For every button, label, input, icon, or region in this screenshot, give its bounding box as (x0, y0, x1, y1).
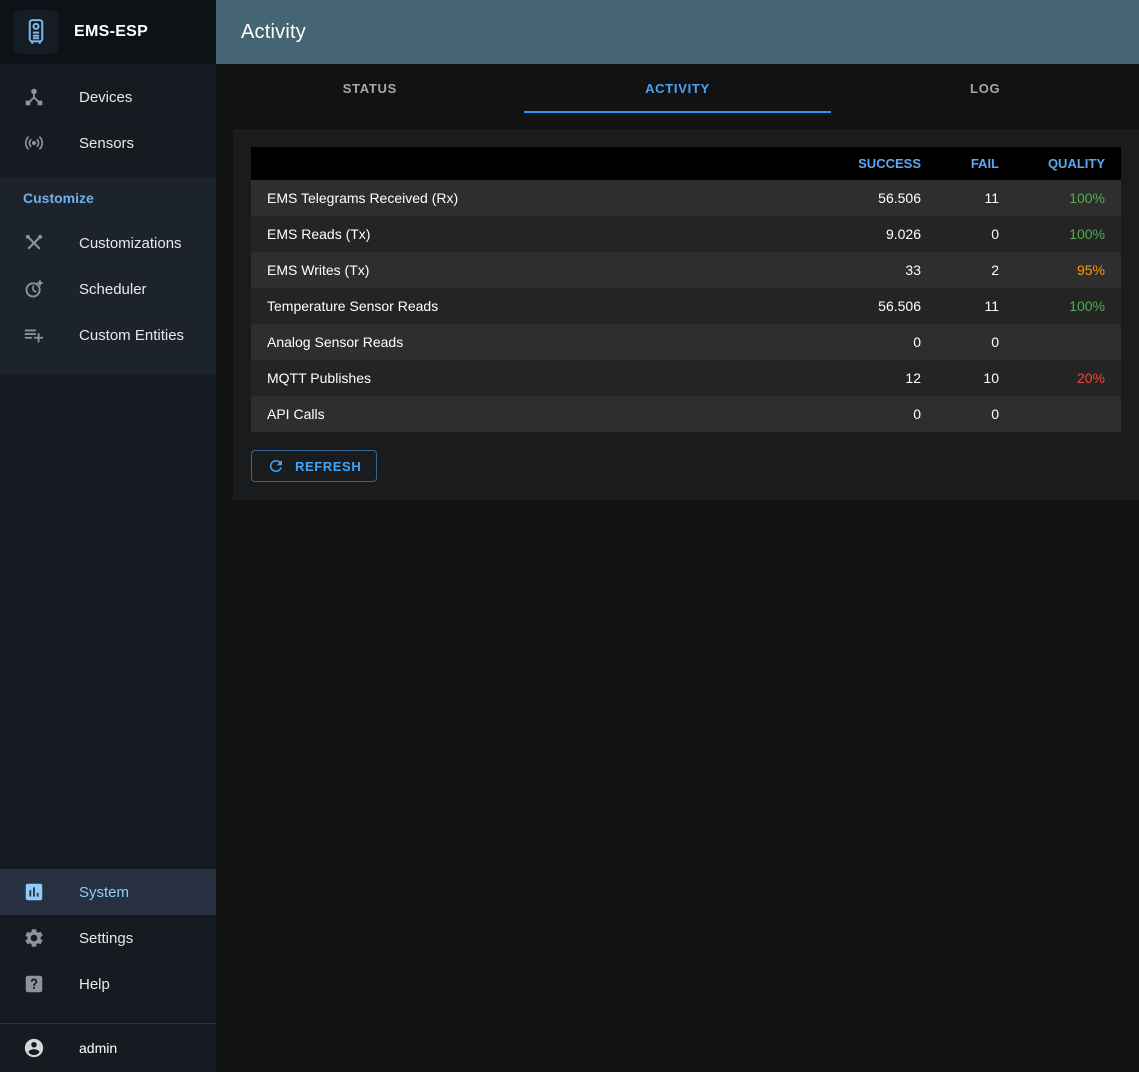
active-tab-indicator (523, 111, 832, 113)
cell-metric: MQTT Publishes (267, 370, 371, 386)
appbar: Activity (216, 0, 1139, 64)
table-row: EMS Telegrams Received (Rx) 56.506 11 100% (251, 180, 1121, 216)
page-title: Activity (241, 20, 306, 43)
sidebar: EMS-ESP Devices Sensors Customize Customi… (0, 0, 216, 1072)
cell-metric: EMS Reads (Tx) (267, 226, 371, 242)
cell-metric: Temperature Sensor Reads (267, 298, 439, 314)
sidebar-nav-main: Devices Sensors (0, 64, 216, 166)
cell-success: 0 (913, 406, 921, 422)
bar-chart-icon (23, 881, 45, 903)
table-row: Analog Sensor Reads 0 0 (251, 324, 1121, 360)
sidebar-item-label: Devices (79, 88, 133, 106)
cell-fail: 10 (983, 370, 999, 386)
tools-icon (23, 232, 45, 254)
tab-label: ACTIVITY (645, 81, 710, 96)
sidebar-item-customizations[interactable]: Customizations (0, 220, 216, 266)
sidebar-item-label: System (79, 883, 130, 901)
table-row: EMS Writes (Tx) 33 2 95% (251, 252, 1121, 288)
sidebar-header: EMS-ESP (0, 0, 216, 64)
cell-quality (1015, 324, 1121, 360)
table-row: Temperature Sensor Reads 56.506 11 100% (251, 288, 1121, 324)
app-logo (14, 10, 58, 54)
table-row: MQTT Publishes 12 10 20% (251, 360, 1121, 396)
tab-log[interactable]: LOG (831, 64, 1139, 113)
sidebar-item-sensors[interactable]: Sensors (0, 120, 216, 166)
sidebar-item-help[interactable]: Help (0, 961, 216, 1007)
main-area: Activity STATUS ACTIVITY LOG SUCCESS FAIL QU… (216, 0, 1139, 1072)
cell-success: 12 (905, 370, 921, 386)
tab-activity[interactable]: ACTIVITY (523, 64, 832, 113)
cell-quality: 100% (1069, 298, 1105, 314)
clock-plus-icon (23, 278, 45, 300)
refresh-button-label: REFRESH (295, 458, 362, 474)
sidebar-item-scheduler[interactable]: Scheduler (0, 266, 216, 312)
tab-label: LOG (970, 81, 1001, 96)
user-label: admin (79, 1040, 118, 1056)
cell-success: 56.506 (878, 190, 921, 206)
sidebar-item-label: Settings (79, 929, 134, 947)
sidebar-item-label: Sensors (79, 134, 135, 152)
customize-section: Customize Customizations Scheduler Custom … (0, 178, 216, 374)
cell-quality: 100% (1069, 226, 1105, 242)
sensors-icon (23, 132, 45, 154)
refresh-icon (267, 457, 285, 475)
tab-status[interactable]: STATUS (216, 64, 524, 113)
sidebar-item-system[interactable]: System (0, 869, 216, 915)
help-icon (23, 973, 45, 995)
cell-quality: 20% (1076, 370, 1105, 386)
cell-metric: EMS Writes (Tx) (267, 262, 370, 278)
sidebar-item-label: Help (79, 975, 110, 993)
tab-label: STATUS (342, 81, 397, 96)
table-header-row: SUCCESS FAIL QUALITY (251, 147, 1121, 180)
cell-metric: EMS Telegrams Received (Rx) (267, 190, 459, 206)
table-row: API Calls 0 0 (251, 396, 1121, 432)
customize-section-label: Customize (23, 190, 94, 206)
table-body: EMS Telegrams Received (Rx) 56.506 11 100% E… (251, 180, 1121, 432)
tab-bar: STATUS ACTIVITY LOG (216, 64, 1139, 113)
column-header-metric (251, 147, 817, 180)
sidebar-nav-customize: Customizations Scheduler Custom Entities (0, 220, 216, 358)
cell-success: 56.506 (878, 298, 921, 314)
boiler-logo-icon (21, 17, 51, 47)
sidebar-item-label: Scheduler (79, 280, 147, 298)
column-header-success: SUCCESS (817, 147, 937, 180)
cell-metric: Analog Sensor Reads (267, 334, 404, 350)
sidebar-nav-bottom: System Settings Help (0, 869, 216, 1023)
table-row: EMS Reads (Tx) 9.026 0 100% (251, 216, 1121, 252)
account-circle-icon (23, 1037, 45, 1059)
activity-card: SUCCESS FAIL QUALITY EMS Telegrams Receive… (233, 129, 1139, 500)
sidebar-item-admin[interactable]: admin (0, 1024, 216, 1072)
cell-quality: 100% (1069, 190, 1105, 206)
column-header-quality: QUALITY (1015, 147, 1121, 180)
sidebar-item-devices[interactable]: Devices (0, 74, 216, 120)
sidebar-item-custom-entities[interactable]: Custom Entities (0, 312, 216, 358)
playlist-add-icon (23, 324, 45, 346)
device-hub-icon (23, 86, 45, 108)
cell-fail: 2 (991, 262, 999, 278)
sidebar-spacer (0, 374, 216, 869)
activity-table: SUCCESS FAIL QUALITY EMS Telegrams Receive… (251, 147, 1121, 432)
cell-fail: 0 (991, 334, 999, 350)
sidebar-item-label: Customizations (79, 234, 182, 252)
sidebar-item-settings[interactable]: Settings (0, 915, 216, 961)
cell-success: 9.026 (885, 226, 921, 242)
gear-icon (23, 927, 45, 949)
cell-fail: 0 (991, 226, 999, 242)
app-title: EMS-ESP (74, 23, 149, 40)
sidebar-divider (0, 1023, 216, 1024)
sidebar-item-label: Custom Entities (79, 326, 185, 344)
cell-quality: 95% (1076, 262, 1105, 278)
table-head: SUCCESS FAIL QUALITY (251, 147, 1121, 180)
cell-success: 0 (913, 334, 921, 350)
cell-success: 33 (905, 262, 921, 278)
cell-fail: 11 (984, 298, 999, 314)
cell-quality (1015, 396, 1121, 432)
cell-fail: 0 (991, 406, 999, 422)
refresh-button[interactable]: REFRESH (251, 450, 378, 482)
cell-fail: 11 (984, 190, 999, 206)
column-header-fail: FAIL (937, 147, 1015, 180)
cell-metric: API Calls (267, 406, 325, 422)
